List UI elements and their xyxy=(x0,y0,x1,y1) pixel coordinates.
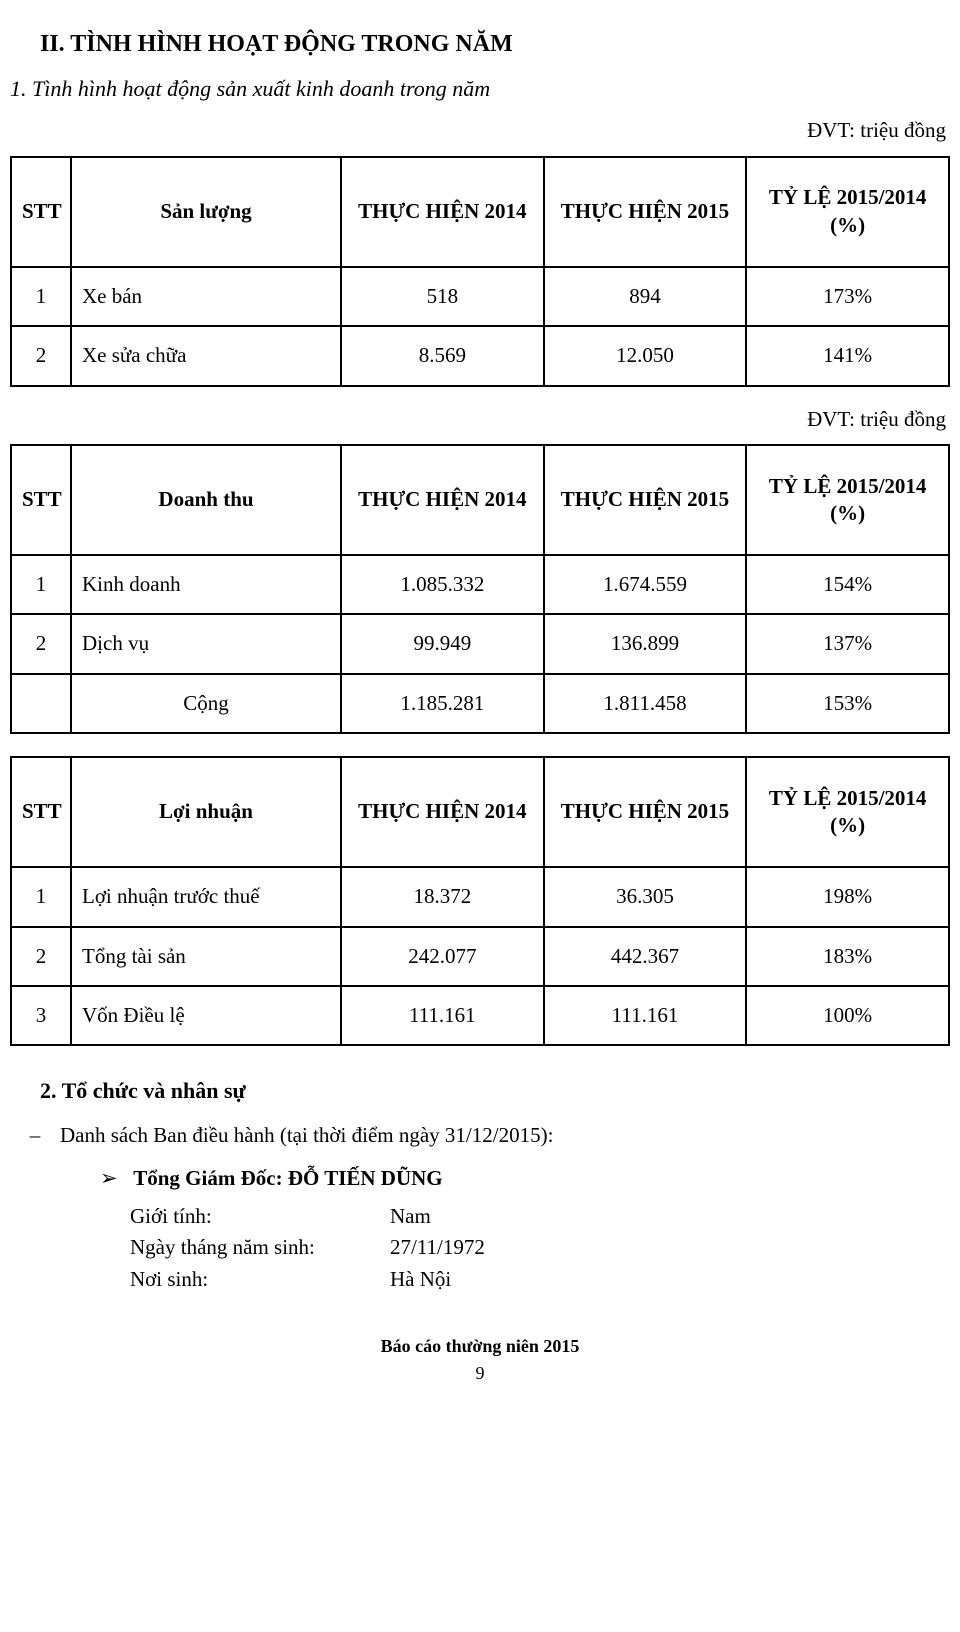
cell-stt: 1 xyxy=(11,867,71,926)
cell-name: Kinh doanh xyxy=(71,555,341,614)
th-name: Lợi nhuận xyxy=(71,757,341,867)
table-row: 2Dịch vụ99.949136.899137% xyxy=(11,614,949,673)
table-doanh-thu: STT Doanh thu THỰC HIỆN 2014 THỰC HIỆN 2… xyxy=(10,444,950,734)
cell-name: Xe bán xyxy=(71,267,341,326)
info-value: Nam xyxy=(390,1202,431,1231)
cell-stt xyxy=(11,674,71,733)
cell-2014: 1.185.281 xyxy=(341,674,544,733)
director-title: Tổng Giám Đốc: xyxy=(133,1166,282,1190)
cell-ratio: 173% xyxy=(746,267,949,326)
cell-2014: 242.077 xyxy=(341,927,544,986)
cell-ratio: 153% xyxy=(746,674,949,733)
cell-ratio: 154% xyxy=(746,555,949,614)
cell-2015: 136.899 xyxy=(544,614,747,673)
cell-stt: 3 xyxy=(11,986,71,1045)
cell-2015: 442.367 xyxy=(544,927,747,986)
dash-line: – Danh sách Ban điều hành (tại thời điểm… xyxy=(10,1121,950,1150)
info-row: Giới tính:Nam xyxy=(130,1202,950,1231)
info-label: Nơi sinh: xyxy=(130,1265,390,1294)
th-ratio: TỶ LỆ 2015/2014 (%) xyxy=(746,757,949,867)
cell-2015: 1.674.559 xyxy=(544,555,747,614)
cell-2015: 36.305 xyxy=(544,867,747,926)
cell-stt: 2 xyxy=(11,927,71,986)
th-2014: THỰC HIỆN 2014 xyxy=(341,757,544,867)
th-ratio: TỶ LỆ 2015/2014 (%) xyxy=(746,445,949,555)
cell-name: Dịch vụ xyxy=(71,614,341,673)
info-label: Ngày tháng năm sinh: xyxy=(130,1233,390,1262)
cell-name: Lợi nhuận trước thuế xyxy=(71,867,341,926)
cell-2015: 1.811.458 xyxy=(544,674,747,733)
th-stt: STT xyxy=(11,445,71,555)
cell-name: Tổng tài sản xyxy=(71,927,341,986)
cell-ratio: 137% xyxy=(746,614,949,673)
cell-2014: 1.085.332 xyxy=(341,555,544,614)
th-ratio: TỶ LỆ 2015/2014 (%) xyxy=(746,157,949,267)
cell-ratio: 183% xyxy=(746,927,949,986)
footer-title: Báo cáo thường niên 2015 xyxy=(10,1334,950,1359)
cell-name: Cộng xyxy=(71,674,341,733)
table-row: 3Vốn Điều lệ111.161111.161100% xyxy=(11,986,949,1045)
th-2015: THỰC HIỆN 2015 xyxy=(544,157,747,267)
page-number: 9 xyxy=(10,1361,950,1386)
section-2-heading: 2. Tổ chức và nhân sự xyxy=(40,1076,950,1107)
cell-stt: 1 xyxy=(11,555,71,614)
cell-2014: 99.949 xyxy=(341,614,544,673)
table-row: 2Tổng tài sản242.077442.367183% xyxy=(11,927,949,986)
cell-stt: 2 xyxy=(11,326,71,385)
director-name: ĐỖ TIẾN DŨNG xyxy=(288,1166,443,1190)
table-row: Cộng1.185.2811.811.458153% xyxy=(11,674,949,733)
th-stt: STT xyxy=(11,157,71,267)
cell-2014: 18.372 xyxy=(341,867,544,926)
info-value: 27/11/1972 xyxy=(390,1233,485,1262)
table-loi-nhuan: STT Lợi nhuận THỰC HIỆN 2014 THỰC HIỆN 2… xyxy=(10,756,950,1046)
table-san-luong: STT Sản lượng THỰC HIỆN 2014 THỰC HIỆN 2… xyxy=(10,156,950,387)
cell-name: Vốn Điều lệ xyxy=(71,986,341,1045)
cell-2014: 518 xyxy=(341,267,544,326)
cell-stt: 2 xyxy=(11,614,71,673)
info-row: Nơi sinh:Hà Nội xyxy=(130,1265,950,1294)
th-2015: THỰC HIỆN 2015 xyxy=(544,757,747,867)
cell-ratio: 141% xyxy=(746,326,949,385)
th-2015: THỰC HIỆN 2015 xyxy=(544,445,747,555)
unit-note-2: ĐVT: triệu đồng xyxy=(10,405,946,434)
info-label: Giới tính: xyxy=(130,1202,390,1231)
section-heading: II. TÌNH HÌNH HOẠT ĐỘNG TRONG NĂM xyxy=(40,28,950,62)
tbody-2: 1Kinh doanh1.085.3321.674.559154%2Dịch v… xyxy=(11,555,949,733)
dash-marker: – xyxy=(10,1121,60,1150)
dash-text: Danh sách Ban điều hành (tại thời điểm n… xyxy=(60,1121,553,1150)
tbody-1: 1Xe bán518894173%2Xe sửa chữa8.56912.050… xyxy=(11,267,949,386)
cell-2015: 12.050 xyxy=(544,326,747,385)
th-2014: THỰC HIỆN 2014 xyxy=(341,157,544,267)
table-row: 1Xe bán518894173% xyxy=(11,267,949,326)
cell-2015: 894 xyxy=(544,267,747,326)
table-row: 1Kinh doanh1.085.3321.674.559154% xyxy=(11,555,949,614)
cell-name: Xe sửa chữa xyxy=(71,326,341,385)
subheading-1: 1. Tình hình hoạt động sản xuất kinh doa… xyxy=(10,74,950,105)
th-stt: STT xyxy=(11,757,71,867)
table-row: 1Lợi nhuận trước thuế18.37236.305198% xyxy=(11,867,949,926)
unit-note-1: ĐVT: triệu đồng xyxy=(10,116,946,145)
info-row: Ngày tháng năm sinh:27/11/1972 xyxy=(130,1233,950,1262)
cell-2014: 111.161 xyxy=(341,986,544,1045)
th-2014: THỰC HIỆN 2014 xyxy=(341,445,544,555)
cell-stt: 1 xyxy=(11,267,71,326)
cell-ratio: 198% xyxy=(746,867,949,926)
th-name: Sản lượng xyxy=(71,157,341,267)
tbody-3: 1Lợi nhuận trước thuế18.37236.305198%2Tổ… xyxy=(11,867,949,1045)
cell-2015: 111.161 xyxy=(544,986,747,1045)
cell-2014: 8.569 xyxy=(341,326,544,385)
triangle-icon: ➢ xyxy=(100,1164,128,1193)
table-row: 2Xe sửa chữa8.56912.050141% xyxy=(11,326,949,385)
director-line: ➢ Tổng Giám Đốc: ĐỖ TIẾN DŨNG xyxy=(100,1164,950,1193)
cell-ratio: 100% xyxy=(746,986,949,1045)
info-value: Hà Nội xyxy=(390,1265,451,1294)
th-name: Doanh thu xyxy=(71,445,341,555)
